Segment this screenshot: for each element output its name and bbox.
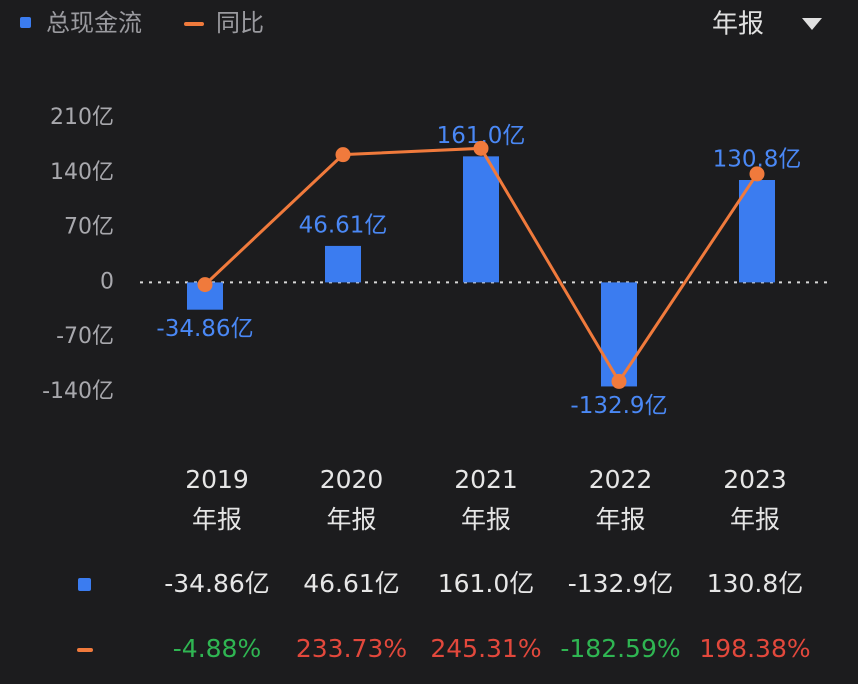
row-icon — [78, 578, 91, 591]
table-value: -34.86亿 — [164, 569, 270, 598]
bar — [325, 245, 361, 283]
table-value: 46.61亿 — [303, 569, 400, 598]
x-tick-label: 2023 — [723, 465, 787, 494]
data-label: -34.86亿 — [156, 316, 253, 342]
line-point — [611, 373, 627, 389]
table-value: 130.8亿 — [707, 569, 804, 598]
table-value: 161.0亿 — [438, 569, 535, 598]
data-label: 46.61亿 — [299, 212, 388, 238]
table-value: -132.9亿 — [568, 569, 674, 598]
y-tick-label: -140亿 — [42, 379, 114, 404]
y-tick-label: 210亿 — [50, 105, 114, 130]
bar — [463, 156, 499, 283]
y-tick-label: -70亿 — [56, 324, 114, 349]
bar — [739, 180, 775, 283]
data-label: -132.9亿 — [570, 393, 667, 419]
bar — [601, 282, 637, 387]
legend-swatch — [20, 17, 31, 28]
y-tick-label: 0 — [100, 269, 114, 294]
line-point — [749, 166, 765, 182]
y-tick-label: 70亿 — [64, 215, 114, 240]
legend-label: 同比 — [216, 9, 264, 37]
table-value: -182.59% — [560, 634, 680, 663]
legend-label: 总现金流 — [46, 9, 142, 37]
x-tick-sublabel: 年报 — [192, 505, 242, 534]
line-point — [473, 140, 489, 156]
x-tick-label: 2019 — [185, 465, 249, 494]
table-value: 198.38% — [699, 634, 810, 663]
line-point — [197, 277, 213, 293]
x-tick-sublabel: 年报 — [461, 505, 511, 534]
dropdown-arrow[interactable] — [802, 18, 822, 30]
table-value: 245.31% — [430, 634, 541, 663]
x-tick-sublabel: 年报 — [730, 505, 780, 534]
x-tick-sublabel: 年报 — [595, 505, 645, 534]
y-tick-label: 140亿 — [50, 160, 114, 185]
x-tick-label: 2022 — [589, 465, 653, 494]
x-tick-sublabel: 年报 — [326, 505, 376, 534]
table-value: -4.88% — [173, 634, 261, 663]
x-tick-label: 2020 — [320, 465, 384, 494]
table-value: 233.73% — [296, 634, 407, 663]
x-tick-label: 2021 — [454, 465, 518, 494]
dropdown-label[interactable]: 年报 — [712, 10, 764, 40]
period-dropdown[interactable]: 年报 — [712, 10, 822, 40]
line-point — [335, 147, 351, 163]
